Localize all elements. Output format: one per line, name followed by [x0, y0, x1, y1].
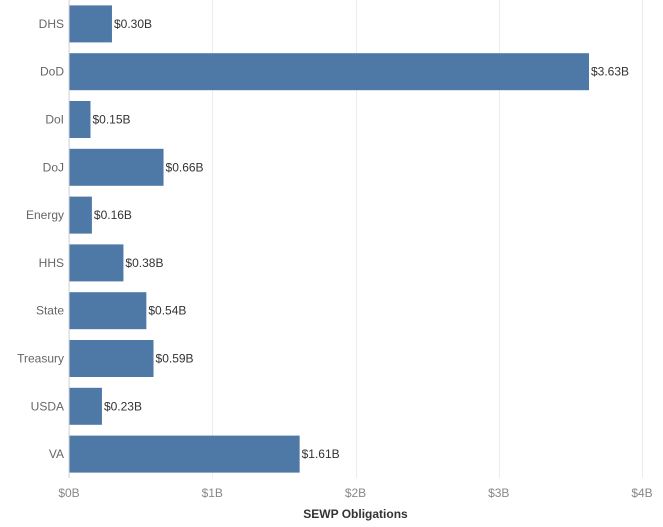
data-label: $0.54B — [148, 304, 186, 318]
bars — [69, 5, 589, 473]
data-label: $0.23B — [104, 399, 142, 413]
x-tick-label: $0B — [58, 486, 79, 500]
labels: DHS $0.30B DoD $3.63B DoI $0.15B DoJ $0.66B Ener… — [17, 17, 629, 461]
data-label: $0.15B — [92, 113, 130, 127]
bar — [69, 148, 164, 186]
category-label: USDA — [31, 399, 64, 413]
category-label: Treasury — [17, 352, 64, 366]
data-label: $0.38B — [125, 256, 163, 270]
category-label: DHS — [39, 17, 64, 31]
bar — [69, 196, 92, 234]
category-label: Energy — [26, 208, 64, 222]
data-label: $0.30B — [114, 17, 152, 31]
bar — [69, 244, 124, 282]
bar — [69, 53, 589, 91]
category-label: VA — [49, 447, 64, 461]
x-tick-label: $2B — [345, 486, 366, 500]
category-label: DoD — [40, 65, 64, 79]
x-tick-label: $1B — [202, 486, 223, 500]
category-label: DoI — [45, 113, 64, 127]
data-label: $0.59B — [156, 352, 194, 366]
x-axis-title: SEWP Obligations — [303, 507, 408, 521]
x-axis: $0B $1B $2B $3B $4B — [58, 0, 653, 500]
bar — [69, 340, 154, 377]
bar — [69, 387, 102, 425]
data-label: $1.61B — [302, 447, 340, 461]
bar — [69, 435, 300, 473]
category-label: DoJ — [43, 160, 64, 174]
data-label: $0.16B — [94, 208, 132, 222]
bar — [69, 101, 91, 138]
category-label: HHS — [39, 256, 64, 270]
bar — [69, 5, 112, 43]
x-tick-label: $3B — [488, 486, 509, 500]
bar — [69, 292, 147, 330]
data-label: $0.66B — [166, 160, 204, 174]
x-tick-label: $4B — [631, 486, 652, 500]
data-label: $3.63B — [591, 65, 629, 79]
category-label: State — [36, 304, 64, 318]
